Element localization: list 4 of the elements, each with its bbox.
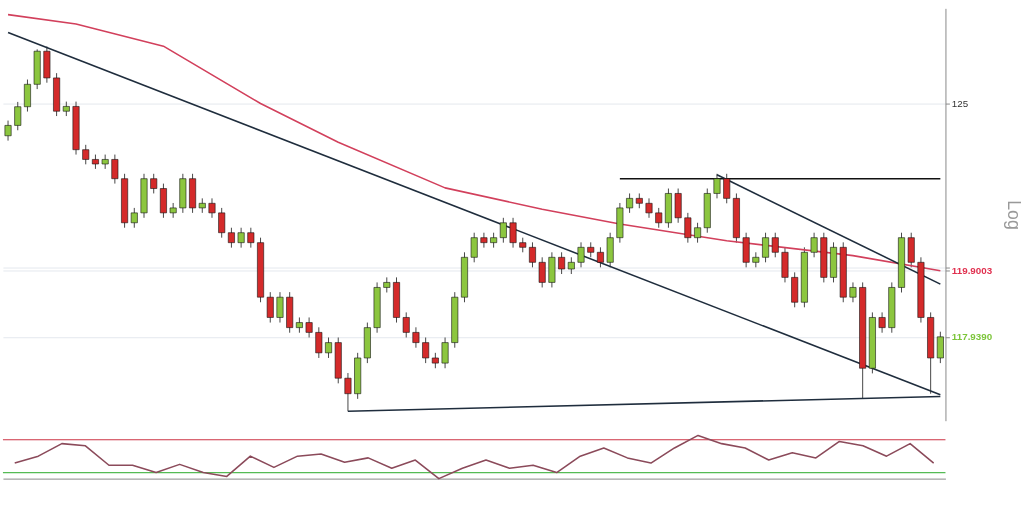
- y-tick-label: 117.9390: [951, 331, 993, 343]
- y-tick-label: 119.9003: [951, 265, 993, 277]
- y-axis-title: Log: [1003, 200, 1024, 230]
- y-tick-label: 125: [951, 97, 969, 109]
